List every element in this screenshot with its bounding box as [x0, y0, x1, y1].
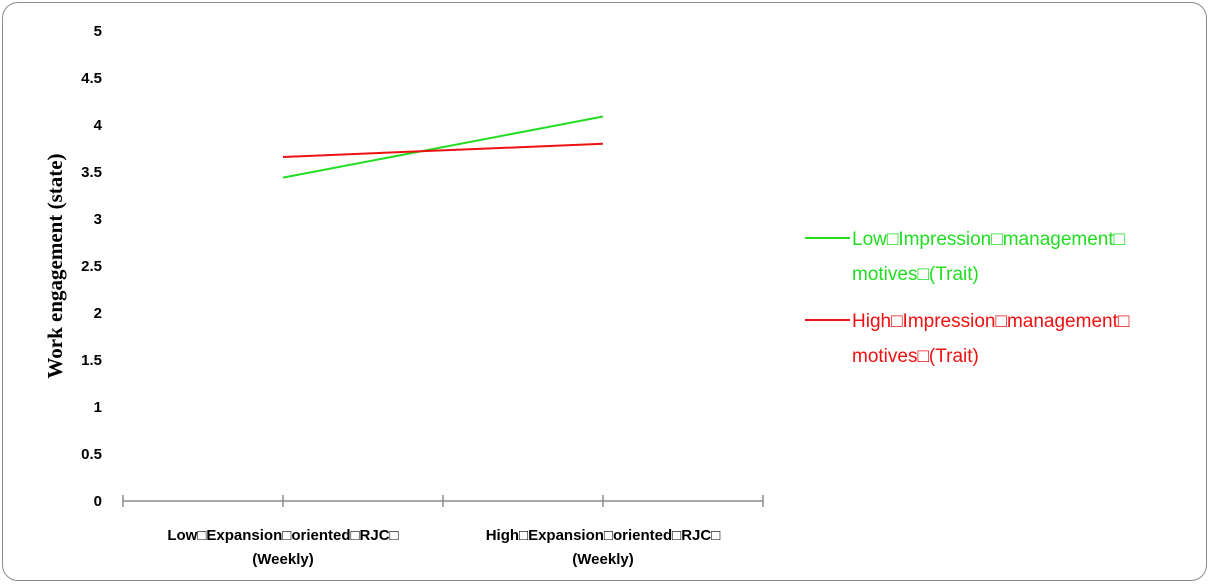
series-group: [282, 115, 604, 179]
y-tick-label: 4.5: [81, 70, 102, 87]
x-category-label: High□Expansion□oriented□RJC□ (Weekly): [486, 527, 721, 568]
legend: Low□Impression□management□ motives□(Trait…: [805, 229, 1130, 367]
series-line-1: [282, 142, 604, 158]
y-tick-label: 1.5: [81, 352, 102, 369]
series-line-0: [282, 115, 604, 179]
y-tick-label: 2.5: [81, 258, 102, 275]
legend-entry-label: Low□Impression□management□ motives□(Trait…: [852, 229, 1126, 285]
y-tick-label: 5: [94, 23, 102, 40]
y-tick-label: 1: [94, 399, 102, 416]
y-tick-label: 0.5: [81, 446, 102, 463]
y-tick-label: 2: [94, 305, 102, 322]
y-tick-label: 3.5: [81, 164, 102, 181]
y-axis-label: Work engagement (state): [43, 153, 67, 378]
y-tick-label: 0: [94, 493, 102, 510]
y-tick-label: 3: [94, 211, 102, 228]
x-category-label: Low□Expansion□oriented□RJC□ (Weekly): [167, 527, 398, 568]
y-axis: 0 0.5 1 1.5 2 2.5 3 3.5 4 4.5 5: [81, 23, 103, 510]
y-tick-label: 4: [94, 117, 103, 134]
legend-entry-label: High□Impression□management□ motives□(Trai…: [852, 311, 1130, 367]
x-axis: Low□Expansion□oriented□RJC□ (Weekly) High□…: [122, 495, 764, 568]
